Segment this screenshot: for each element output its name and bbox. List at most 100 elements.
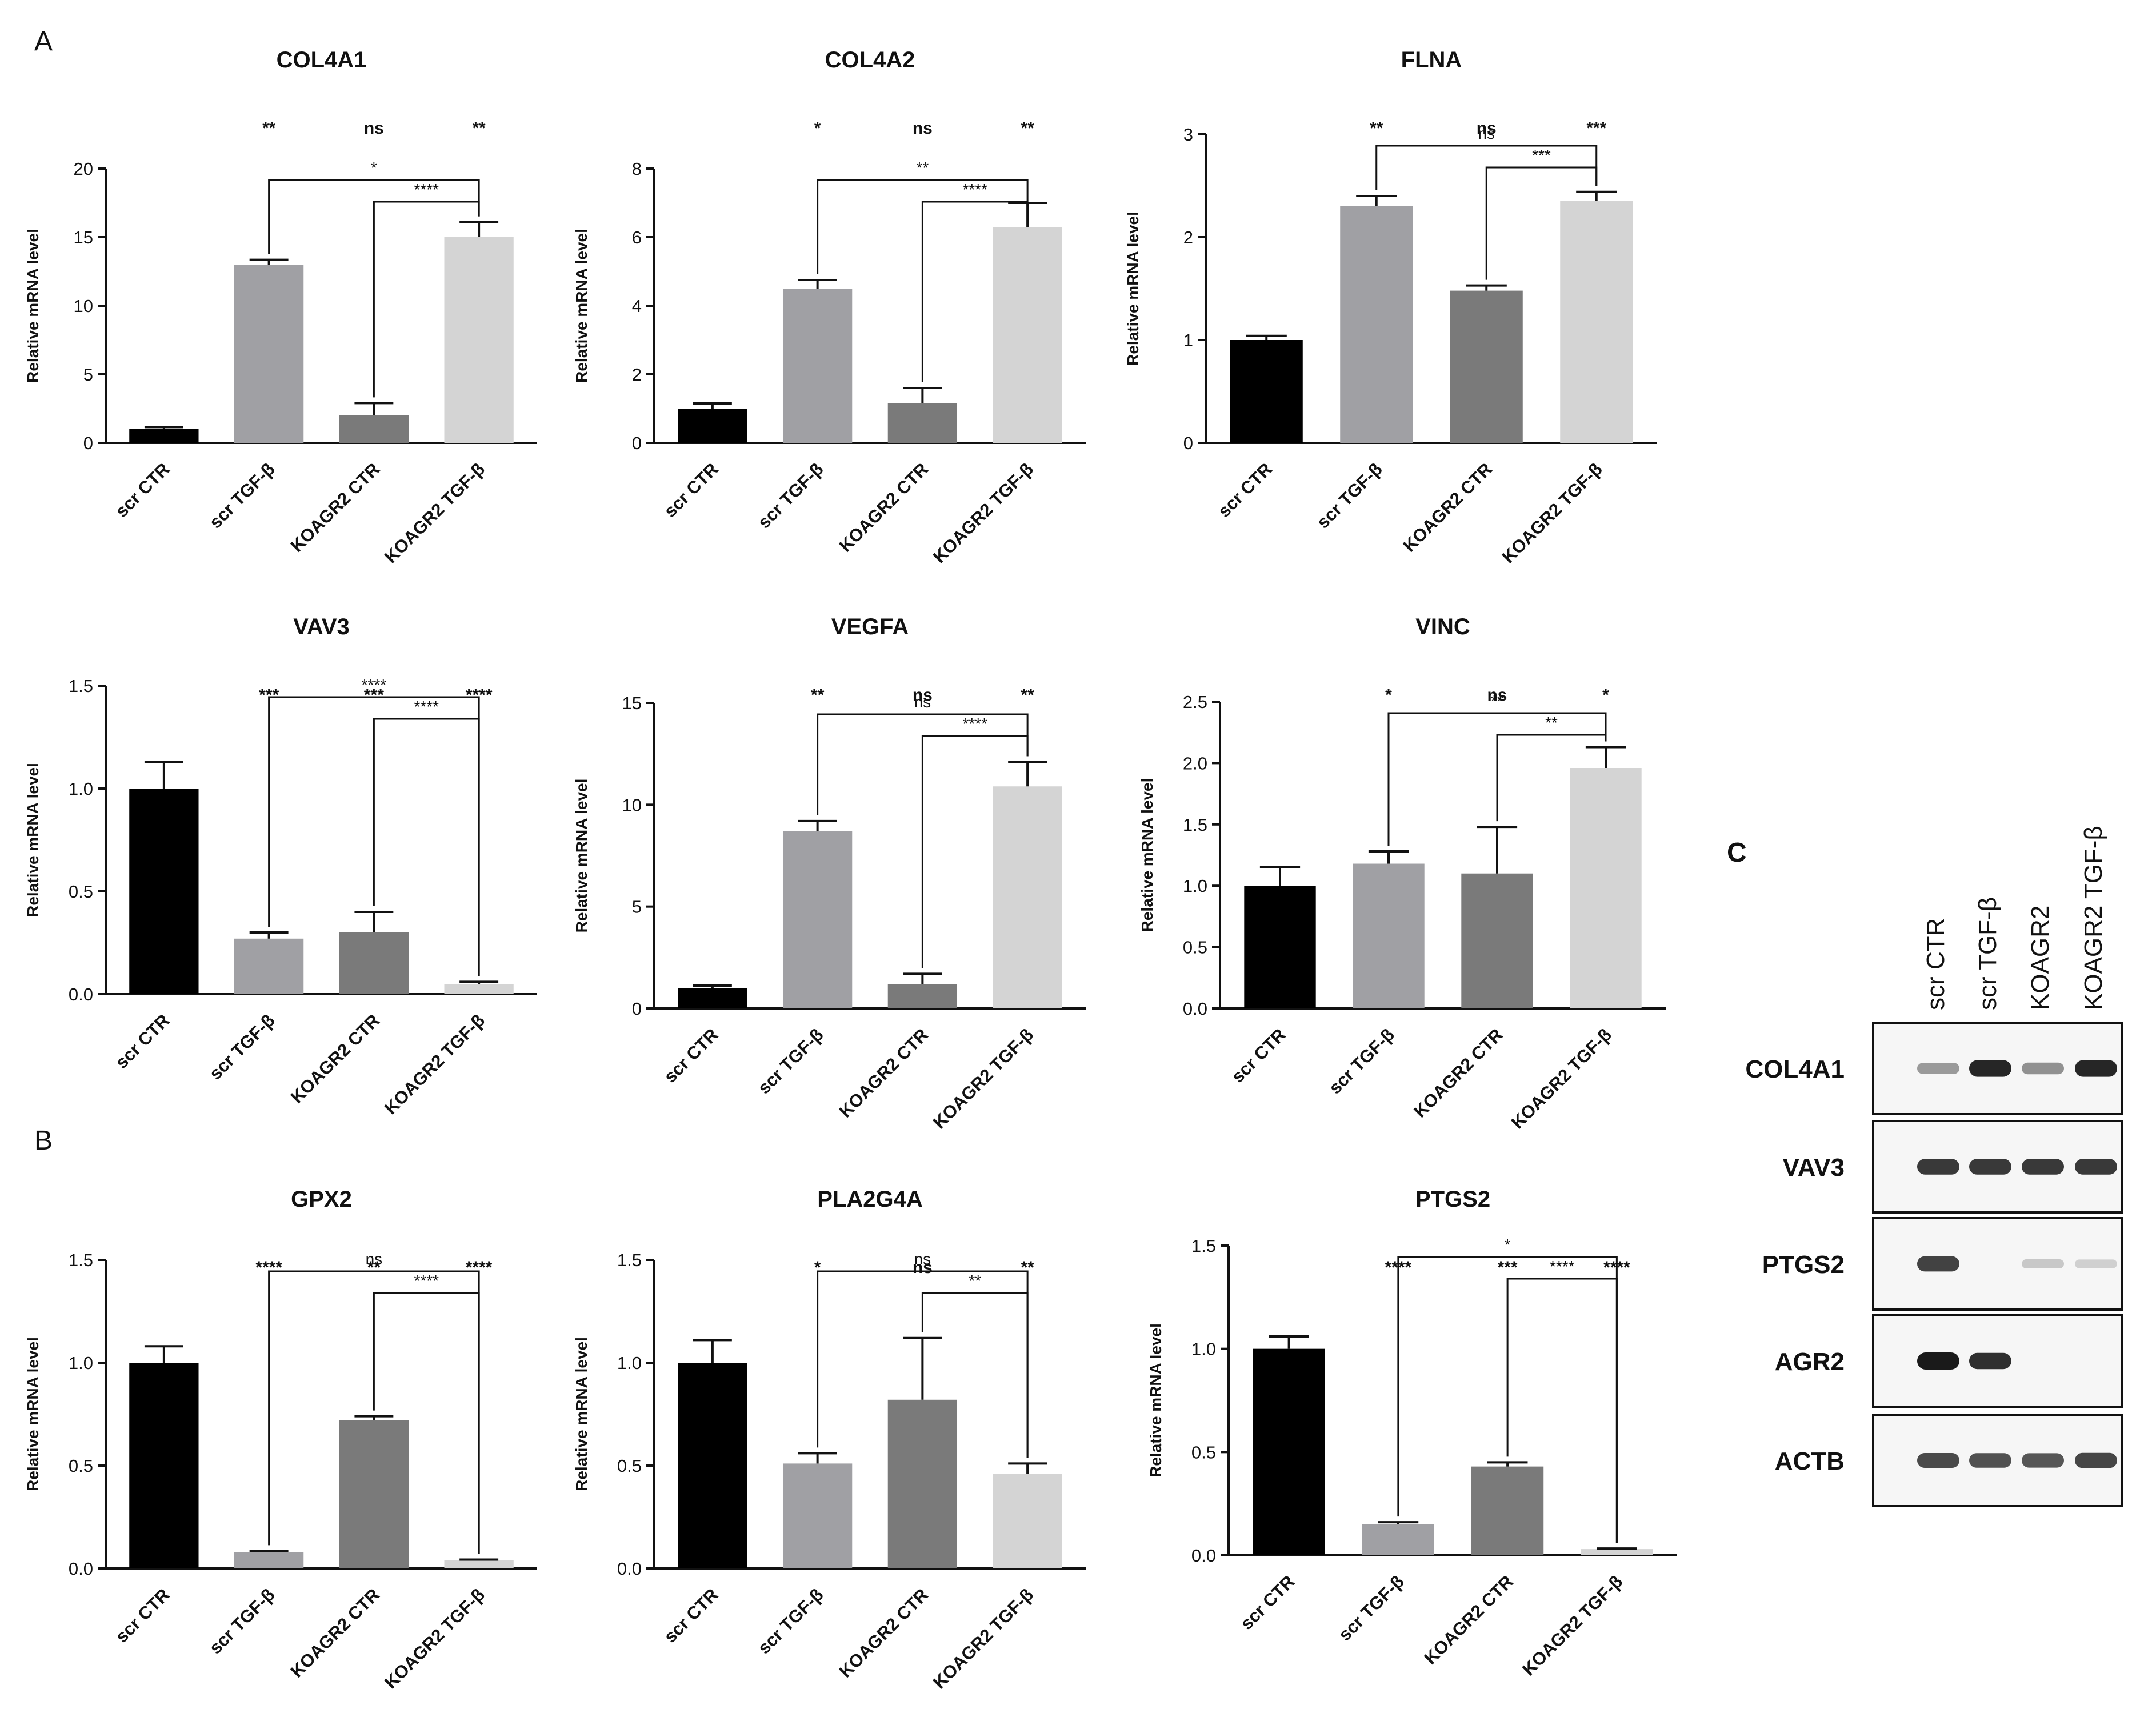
comparison-bracket bbox=[1496, 734, 1607, 822]
significance-label: *** bbox=[1586, 119, 1606, 138]
comparison-bracket bbox=[817, 179, 1029, 274]
bar bbox=[129, 789, 199, 994]
chart-pla2g4a: PLA2G4A 0.0 0.5 1.0 1.5 Relative mRNA level sc… bbox=[573, 1187, 1086, 1692]
y-tick-label: 1.0 bbox=[617, 1353, 642, 1373]
blot-band bbox=[2075, 1159, 2117, 1175]
y-tick-label: 1.5 bbox=[69, 1250, 93, 1270]
y-tick-label: 0.5 bbox=[617, 1456, 642, 1476]
blot-row-actb: ACTB bbox=[1775, 1414, 2123, 1507]
x-tick-label: scr TGF-β bbox=[205, 459, 278, 532]
comparison-bracket bbox=[1485, 166, 1598, 280]
chart-title: VEGFA bbox=[831, 614, 909, 639]
comparison-bracket bbox=[921, 197, 1029, 382]
y-tick-label: 0.0 bbox=[69, 984, 93, 1004]
x-tick-label: KOAGR2 TGF-β bbox=[1507, 1024, 1615, 1132]
y-tick-label: 1 bbox=[1183, 330, 1193, 350]
significance-label: ** bbox=[1021, 119, 1034, 138]
blot-lane-label: KOAGR2 bbox=[2026, 906, 2054, 1010]
blot-band bbox=[1969, 1453, 2011, 1468]
y-tick-label: 1.5 bbox=[69, 676, 93, 696]
y-tick-label: 4 bbox=[632, 296, 642, 316]
y-tick-label: 5 bbox=[83, 365, 93, 385]
y-tick-label: 0.5 bbox=[69, 1456, 93, 1476]
significance-label: ** bbox=[1021, 686, 1034, 705]
bar bbox=[444, 237, 514, 443]
bar bbox=[234, 1552, 304, 1568]
y-tick-label: 2.0 bbox=[1183, 753, 1207, 773]
blot-row-vav3: VAV3 bbox=[1783, 1120, 2123, 1214]
blot-band bbox=[1969, 1352, 2011, 1370]
x-tick-label: scr CTR bbox=[660, 1584, 722, 1647]
blot-membrane bbox=[1872, 1217, 2123, 1311]
chart-title: GPX2 bbox=[291, 1187, 352, 1212]
chart-title: VINC bbox=[1415, 614, 1470, 639]
x-tick-label: scr TGF-β bbox=[205, 1010, 278, 1083]
x-tick-label: KOAGR2 TGF-β bbox=[929, 1024, 1037, 1132]
bar bbox=[444, 984, 514, 994]
blot-band bbox=[1917, 1352, 1959, 1370]
y-tick-label: 0.5 bbox=[1191, 1442, 1216, 1462]
y-tick-label: 1.5 bbox=[1191, 1236, 1216, 1256]
bar bbox=[993, 786, 1062, 1008]
y-axis-label: Relative mRNA level bbox=[24, 1337, 42, 1491]
x-tick-label: scr CTR bbox=[111, 1584, 174, 1647]
bracket-label: ** bbox=[1545, 714, 1558, 731]
bracket-label: ns bbox=[1478, 125, 1495, 142]
y-tick-label: 1.0 bbox=[69, 779, 93, 799]
bar bbox=[444, 1560, 514, 1568]
bar bbox=[129, 1363, 199, 1568]
y-axis-label: Relative mRNA level bbox=[1138, 778, 1156, 932]
bracket-label: * bbox=[1505, 1236, 1511, 1254]
bar bbox=[1253, 1348, 1325, 1555]
significance-label: ns bbox=[1477, 119, 1497, 138]
bar bbox=[887, 1399, 958, 1568]
chart-ptgs2: PTGS2 0.0 0.5 1.0 1.5 Relative mRNA level scr … bbox=[1147, 1187, 1677, 1679]
bar bbox=[1560, 201, 1633, 443]
blot-band bbox=[1969, 1159, 2011, 1175]
significance-label: * bbox=[814, 119, 821, 138]
blot-row-ptgs2: PTGS2 bbox=[1762, 1217, 2123, 1311]
bracket-label: ** bbox=[916, 159, 929, 177]
x-tick-label: scr CTR bbox=[660, 1024, 722, 1087]
x-tick-label: KOAGR2 TGF-β bbox=[929, 459, 1037, 567]
x-tick-label: KOAGR2 TGF-β bbox=[929, 1584, 1037, 1692]
bar bbox=[1340, 206, 1413, 443]
comparison-bracket bbox=[373, 718, 480, 976]
blot-row-label: ACTB bbox=[1775, 1447, 1845, 1475]
y-tick-label: 0.0 bbox=[69, 1559, 93, 1579]
bar bbox=[678, 409, 747, 443]
x-tick-label: scr CTR bbox=[1227, 1024, 1290, 1087]
x-tick-label: scr TGF-β bbox=[754, 459, 827, 532]
comparison-bracket bbox=[373, 201, 480, 398]
y-tick-label: 1.5 bbox=[1183, 815, 1207, 835]
y-tick-label: 5 bbox=[632, 897, 642, 917]
y-tick-label: 0 bbox=[632, 999, 642, 1019]
blot-band bbox=[1969, 1060, 2011, 1077]
chart-vinc: VINC 0.0 0.5 1.0 1.5 2.0 2.5 Relative mRNA leve… bbox=[1138, 614, 1666, 1132]
x-tick-label: KOAGR2 CTR bbox=[287, 459, 384, 556]
chart-vegfa: VEGFA 0 5 10 15 Relative mRNA level scr CTR scr… bbox=[573, 614, 1086, 1132]
y-tick-label: 10 bbox=[74, 296, 93, 316]
x-tick-label: KOAGR2 CTR bbox=[287, 1584, 384, 1682]
blot-band bbox=[1917, 1063, 1959, 1074]
panel-label-c: C bbox=[1727, 838, 1747, 868]
bracket-label: ** bbox=[969, 1272, 981, 1290]
x-tick-label: scr TGF-β bbox=[1335, 1571, 1408, 1644]
comparison-bracket bbox=[1387, 712, 1607, 846]
blot-row-label: AGR2 bbox=[1775, 1348, 1845, 1376]
x-tick-label: scr TGF-β bbox=[1325, 1024, 1398, 1098]
bar bbox=[339, 932, 409, 994]
x-tick-label: scr CTR bbox=[1237, 1571, 1299, 1634]
chart-title: COL4A2 bbox=[825, 47, 915, 73]
bar bbox=[678, 1363, 747, 1568]
x-tick-label: scr TGF-β bbox=[205, 1584, 278, 1658]
panel-label-b: B bbox=[34, 1126, 53, 1156]
comparison-bracket bbox=[1506, 1278, 1618, 1543]
x-tick-label: KOAGR2 CTR bbox=[835, 1024, 933, 1122]
significance-label: ** bbox=[1370, 119, 1383, 138]
bar bbox=[1362, 1524, 1434, 1555]
bar bbox=[993, 227, 1062, 443]
y-tick-label: 20 bbox=[74, 159, 93, 179]
blot-row-label: VAV3 bbox=[1783, 1154, 1845, 1182]
